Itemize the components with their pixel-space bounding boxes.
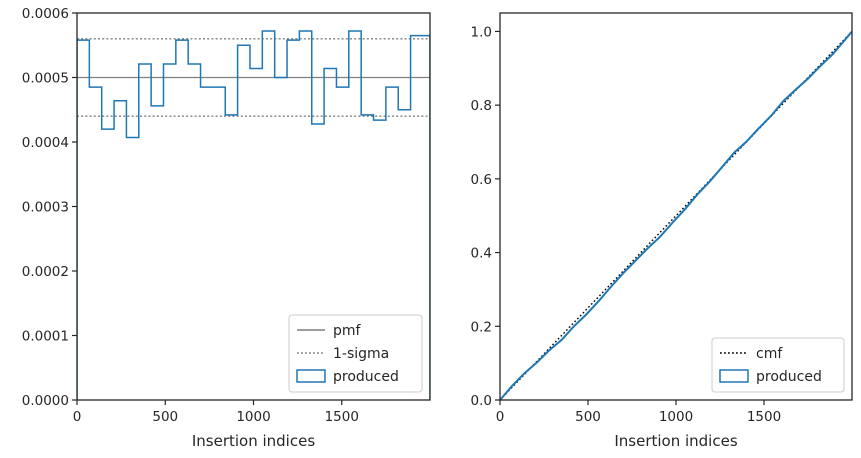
x-tick-label: 0 (496, 409, 505, 425)
legend-box (711, 337, 845, 393)
x-tick-label: 1000 (659, 409, 693, 425)
x-axis-label: Insertion indices (614, 432, 737, 450)
y-tick-label: 0.8 (471, 98, 492, 114)
legend-label-1-sigma: 1-sigma (333, 346, 389, 362)
pmf-chart: 0 500 1000 1500 0.0000 0.0001 0.0002 0.0003 0.00… (22, 6, 431, 450)
x-tick-label: 500 (152, 409, 178, 425)
y-tick-label: 0.0004 (22, 135, 69, 151)
cmf-chart: 0 500 1000 1500 0.0 0.2 0.4 0.6 0.8 1.0 Insertion … (471, 12, 853, 450)
y-tick-label: 0.0001 (22, 329, 69, 345)
y-tick-label: 0.0 (471, 393, 492, 409)
legend: pmf 1-sigma produced (288, 314, 423, 393)
y-tick-label: 0.0005 (22, 71, 69, 87)
legend-label-pmf: pmf (333, 323, 362, 339)
x-tick-label: 1500 (325, 409, 359, 425)
legend-label-produced: produced (333, 369, 399, 385)
legend-label-produced: produced (756, 369, 822, 385)
legend: cmf produced (711, 337, 845, 393)
plot-area (77, 30, 430, 400)
y-tick-label: 1.0 (471, 24, 492, 40)
y-tick-label: 0.0000 (22, 393, 69, 409)
y-tick-label: 0.4 (471, 246, 492, 262)
legend-handle-produced (296, 369, 326, 383)
plot-area (500, 30, 852, 400)
legend-box (288, 314, 423, 393)
y-tick-label: 0.2 (471, 319, 492, 335)
y-tick-label: 0.6 (471, 172, 492, 188)
y-tick-label: 0.0002 (22, 264, 69, 280)
x-axis-label: Insertion indices (192, 432, 315, 450)
produced-step-series (77, 30, 430, 400)
legend-label-cmf: cmf (756, 346, 783, 362)
produced-cumulative-line (500, 30, 852, 400)
legend-handle-produced (719, 369, 749, 383)
x-tick-label: 500 (575, 409, 601, 425)
y-tick-label: 0.0003 (22, 200, 69, 216)
y-tick-label: 0.0006 (22, 6, 69, 22)
x-tick-label: 0 (73, 409, 82, 425)
x-tick-label: 1500 (747, 409, 781, 425)
x-tick-label: 1000 (236, 409, 270, 425)
